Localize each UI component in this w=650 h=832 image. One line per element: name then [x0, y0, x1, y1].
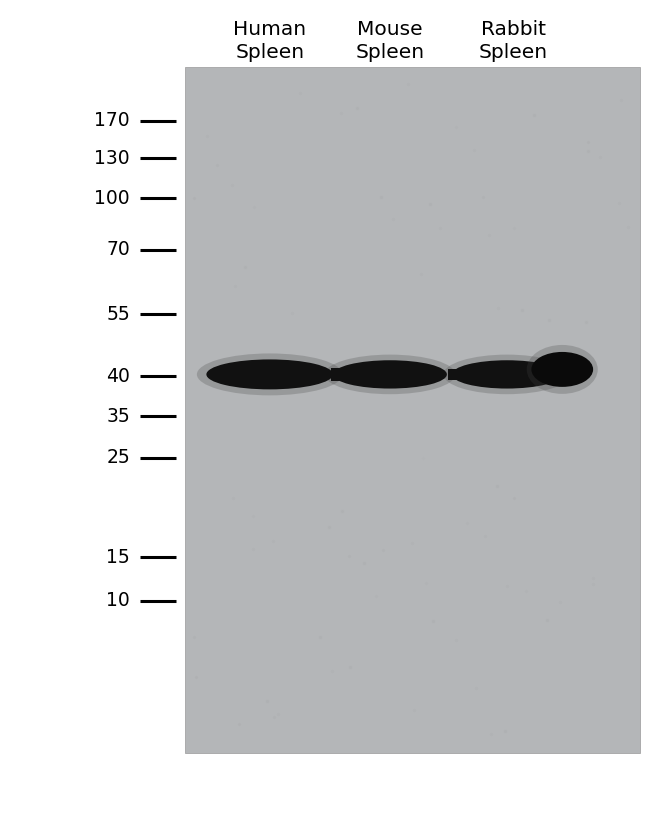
Bar — [185, 67, 640, 753]
Text: 70: 70 — [106, 240, 130, 259]
Text: 10: 10 — [106, 592, 130, 610]
Ellipse shape — [197, 354, 343, 395]
Bar — [331, 368, 343, 381]
Text: 130: 130 — [94, 149, 130, 167]
Ellipse shape — [532, 352, 593, 387]
Bar — [448, 369, 460, 380]
Text: 40: 40 — [106, 367, 130, 385]
Ellipse shape — [452, 360, 562, 389]
Ellipse shape — [207, 359, 333, 389]
Text: 25: 25 — [106, 448, 130, 467]
Text: 55: 55 — [106, 305, 130, 324]
Text: 15: 15 — [106, 548, 130, 567]
Text: 35: 35 — [106, 407, 130, 425]
Text: 170: 170 — [94, 111, 130, 130]
Text: Rabbit
Spleen: Rabbit Spleen — [479, 20, 548, 62]
Ellipse shape — [443, 354, 571, 394]
Ellipse shape — [324, 354, 456, 394]
Ellipse shape — [333, 360, 447, 389]
Ellipse shape — [526, 345, 598, 394]
Text: Human
Spleen: Human Spleen — [233, 20, 306, 62]
Text: Mouse
Spleen: Mouse Spleen — [356, 20, 424, 62]
Text: 100: 100 — [94, 189, 130, 207]
